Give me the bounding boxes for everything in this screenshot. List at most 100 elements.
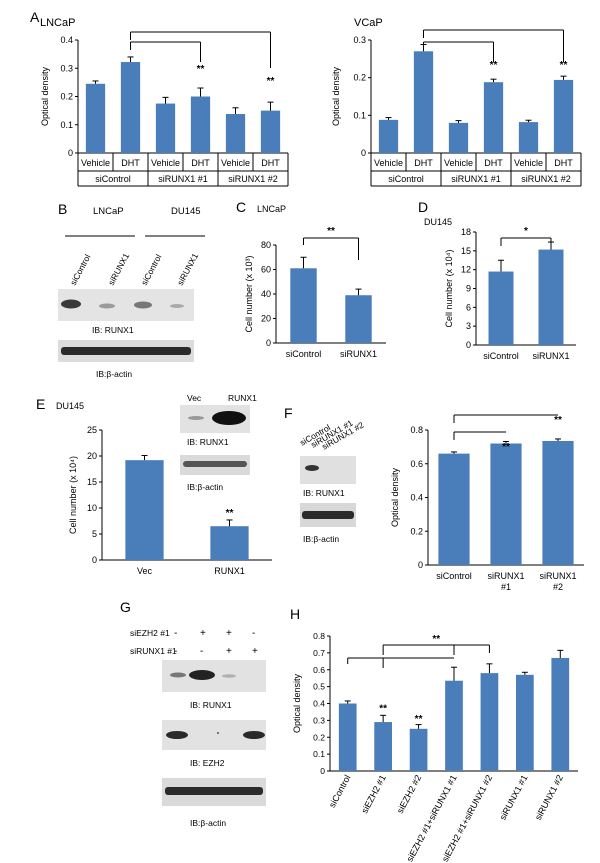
charta1-ytick-label: 0.4 [60, 35, 73, 45]
panel-b-ib-runx1: IB: RUNX1 [92, 325, 134, 335]
chartd-ytick-label: 3 [466, 321, 471, 331]
panel-f-blot-runx1 [300, 456, 356, 484]
charta1-xtick-label: Vehicle [81, 158, 110, 168]
panel-e-blot-runx1 [180, 405, 250, 433]
charta1-ytick-label: 0.3 [60, 63, 73, 73]
chart-c: 0 20 40 60 80 Cell number (x 10³) siControl siR… [244, 226, 386, 359]
charte-ytick-label: 20 [87, 451, 97, 461]
chartf-bar [542, 440, 574, 565]
chartc-ytick-label: 0 [266, 338, 271, 348]
panel-a-left-title: LNCaP [40, 17, 75, 29]
chartc-ytick-label: 20 [261, 314, 271, 324]
panel-g-r1-l1: - [174, 628, 177, 639]
panel-g-r2-l4: + [252, 646, 258, 657]
charta2-xtick-label: DHT [484, 158, 503, 168]
charth-ytick-label: 0.5 [313, 682, 325, 692]
charta1-bar [85, 83, 106, 153]
chart-a-vcap: 0 0.1 0.2 0.3 Optical density Vehicle DHT Vehic… [331, 29, 582, 187]
charth-ytick-label: 0.6 [313, 665, 325, 675]
chartc-ytick-label: 80 [261, 240, 271, 250]
panel-letter-d: D [418, 199, 428, 215]
charth-ytick-label: 0.8 [313, 631, 325, 641]
panel-b-ib-actin: IB:β-actin [96, 369, 132, 379]
panel-b-cellline-2: DU145 [171, 206, 201, 217]
panel-f-ib-actin: IB:β-actin [303, 534, 339, 544]
charth-bar [445, 680, 463, 771]
charta2-ytick-label: 0.3 [353, 35, 366, 45]
charta2-bar [553, 79, 574, 153]
chartf-ytick-label: 0 [418, 560, 423, 570]
panel-letter-a: A [30, 9, 40, 25]
chart-e: 0 5 10 15 20 25 Cell number (x 10⁴) Vec RUNX1 ** [68, 425, 272, 576]
charta2-ytick-label: 0 [361, 148, 366, 158]
panel-b-blot-runx1 [58, 289, 194, 321]
chartc-y-title: Cell number (x 10³) [244, 255, 254, 332]
charta2-bar [518, 122, 539, 153]
chartd-xtick-label: siRUNX1 [532, 351, 569, 361]
charth-ytick-label: 0.1 [313, 749, 325, 759]
charta2-bar [413, 51, 434, 153]
panel-b-lane-4: siRUNX1 [175, 251, 200, 287]
chartc-bar [345, 295, 372, 343]
panel-g-row2-label: siRUNX1 #1 [130, 646, 177, 656]
charte-xtick-label: Vec [137, 566, 153, 576]
panel-e-lane-1: Vec [187, 393, 202, 403]
panel-e-title: DU145 [56, 401, 84, 411]
panel-g-r2-l2: - [200, 646, 203, 657]
charta1-xtick-label: DHT [191, 158, 210, 168]
charth-y-title: Optical density [292, 673, 302, 733]
panel-letter-h: H [290, 606, 300, 622]
charte-bar [210, 526, 249, 560]
chartd-y-title: Cell number (x 10⁴) [444, 250, 454, 328]
charta2-xtick-label: Vehicle [514, 158, 543, 168]
panel-b-lane-3: siControl [139, 253, 164, 287]
panel-d-title: DU145 [424, 217, 452, 227]
charta2-group-label: siRUNX1 #2 [521, 174, 571, 184]
chartd-sig-label: * [524, 226, 528, 237]
charta1-xtick-label: DHT [121, 158, 140, 168]
chartc-xtick-label: siControl [286, 349, 322, 359]
charta1-bar [260, 110, 281, 153]
charta1-ytick-label: 0.2 [60, 92, 73, 102]
panel-b-lane-1: siControl [68, 253, 93, 287]
charth-ytick-label: 0.3 [313, 715, 325, 725]
chartf-sig-label: ** [502, 442, 510, 453]
chartc-sig-label: ** [327, 226, 335, 237]
charta2-bar [483, 82, 504, 153]
panel-e-ib-actin: IB:β-actin [187, 482, 223, 492]
charta2-ytick-label: 0.1 [353, 110, 366, 120]
charte-bar [125, 460, 164, 560]
chart-f: 0 0.2 0.4 0.6 0.8 Optical density siControl siR… [390, 414, 584, 592]
panel-g-ib-actin: IB:β-actin [190, 818, 226, 828]
charta1-ytick-label: 0.1 [60, 120, 73, 130]
chartf-xtick-label: siRUNX1 [539, 571, 576, 581]
chart-e-sig-label: ** [226, 508, 234, 519]
charta1-sig-label: ** [197, 64, 205, 75]
charth-bar [516, 674, 534, 771]
chart-a2-sig-label: ** [490, 60, 498, 71]
charta2-group-label: siControl [388, 174, 424, 184]
charte-ytick-label: 0 [92, 555, 97, 565]
charta2-bar [378, 119, 399, 153]
panel-b-lane-2: siRUNX1 [106, 251, 131, 287]
charta2-group-label: siRUNX1 #1 [451, 174, 501, 184]
panel-e-ib-runx1: IB: RUNX1 [187, 437, 229, 447]
chartf-xtick-label: siControl [436, 571, 472, 581]
chartf-ytick-label: 0.8 [410, 425, 423, 435]
charth-sig-label: ** [379, 703, 387, 714]
chartf-xtick-label: #1 [501, 582, 511, 592]
chartd-xtick-label: siControl [483, 351, 519, 361]
charth-sig-label: ** [432, 634, 440, 645]
charta1-bar [120, 62, 141, 153]
charth-bar [338, 703, 357, 771]
panel-f-blot-actin [300, 503, 356, 527]
charte-ytick-label: 5 [92, 529, 97, 539]
charta1-group-label: siRUNX1 #2 [228, 174, 278, 184]
charta2-y-title: Optical density [331, 66, 341, 126]
charte-ytick-label: 15 [87, 477, 97, 487]
chartf-xtick-label: siRUNX1 [487, 571, 524, 581]
chart-a2-sig-label: ** [560, 60, 568, 71]
panel-g-r1-l2: + [200, 628, 206, 639]
chart-d: 0 3 6 9 12 15 18 Cell number (x 10⁴) siControl si… [444, 226, 576, 361]
